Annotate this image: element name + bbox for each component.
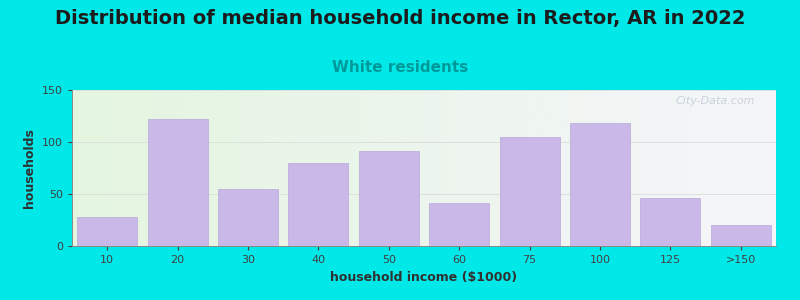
Bar (711, 225, 770, 246)
Text: White residents: White residents (332, 60, 468, 75)
Bar (148, 119, 207, 246)
Bar (570, 123, 630, 246)
Bar (359, 152, 418, 246)
Bar (641, 198, 700, 246)
Y-axis label: households: households (23, 128, 37, 208)
Text: City-Data.com: City-Data.com (675, 96, 755, 106)
Bar (78, 217, 137, 246)
Bar (289, 163, 348, 246)
Bar (430, 203, 489, 246)
Bar (218, 189, 278, 246)
X-axis label: household income ($1000): household income ($1000) (330, 271, 518, 284)
Bar (500, 137, 559, 246)
Text: Distribution of median household income in Rector, AR in 2022: Distribution of median household income … (54, 9, 746, 28)
